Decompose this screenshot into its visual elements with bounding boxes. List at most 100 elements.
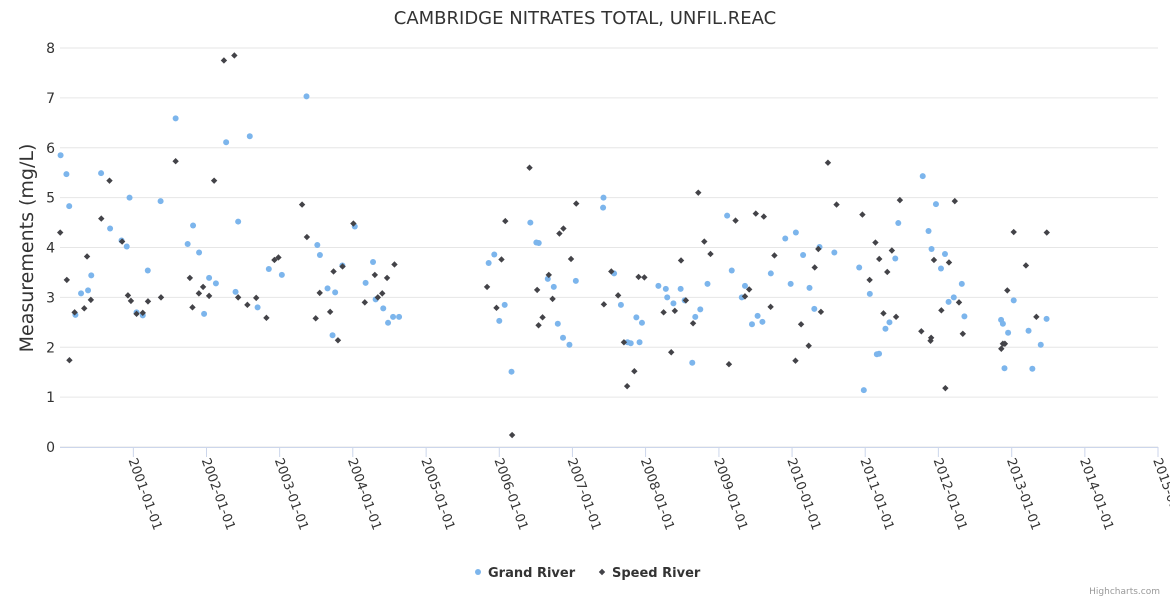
- grand-river-point[interactable]: [895, 220, 902, 227]
- speed-river-point[interactable]: [83, 253, 91, 260]
- grand-river-point[interactable]: [123, 243, 130, 250]
- speed-river-point[interactable]: [220, 57, 228, 64]
- speed-river-point[interactable]: [880, 310, 887, 317]
- grand-river-point[interactable]: [485, 259, 492, 266]
- speed-river-point[interactable]: [483, 283, 491, 291]
- grand-river-point[interactable]: [882, 325, 889, 332]
- grand-river-point[interactable]: [860, 387, 867, 394]
- speed-river-point[interactable]: [526, 164, 533, 171]
- speed-river-point[interactable]: [383, 274, 391, 282]
- grand-river-point[interactable]: [806, 284, 813, 291]
- speed-river-point[interactable]: [741, 293, 749, 300]
- grand-river-point[interactable]: [535, 240, 542, 247]
- grand-river-point[interactable]: [246, 133, 253, 140]
- speed-river-point[interactable]: [326, 308, 334, 316]
- speed-river-point[interactable]: [556, 230, 563, 237]
- grand-river-point[interactable]: [212, 280, 219, 287]
- speed-river-point[interactable]: [824, 159, 832, 166]
- speed-river-point[interactable]: [252, 294, 260, 302]
- grand-river-point[interactable]: [57, 152, 64, 159]
- grand-river-point[interactable]: [689, 359, 696, 366]
- grand-river-point[interactable]: [88, 272, 95, 279]
- grand-river-point[interactable]: [232, 288, 239, 295]
- speed-river-point[interactable]: [567, 255, 575, 263]
- speed-river-point[interactable]: [303, 233, 311, 241]
- grand-river-point[interactable]: [787, 280, 794, 287]
- grand-river-point[interactable]: [172, 115, 179, 122]
- speed-river-point[interactable]: [144, 298, 152, 305]
- grand-river-point[interactable]: [856, 264, 863, 271]
- grand-river-point[interactable]: [550, 283, 557, 290]
- grand-river-point[interactable]: [278, 271, 285, 278]
- grand-river-point[interactable]: [638, 319, 645, 326]
- speed-river-point[interactable]: [271, 256, 278, 264]
- speed-river-point[interactable]: [263, 314, 270, 322]
- grand-river-point[interactable]: [704, 280, 711, 287]
- speed-river-point[interactable]: [1010, 228, 1017, 236]
- speed-river-point[interactable]: [118, 238, 126, 245]
- speed-river-point[interactable]: [172, 158, 179, 165]
- grand-river-point[interactable]: [876, 350, 883, 357]
- speed-river-point[interactable]: [1043, 229, 1050, 236]
- speed-river-point[interactable]: [361, 299, 369, 306]
- speed-river-point[interactable]: [71, 309, 78, 316]
- grand-river-point[interactable]: [800, 251, 807, 258]
- grand-river-point[interactable]: [925, 228, 932, 235]
- speed-river-point[interactable]: [1001, 340, 1009, 347]
- grand-river-point[interactable]: [945, 298, 952, 305]
- speed-river-point[interactable]: [186, 274, 194, 282]
- grand-river-point[interactable]: [748, 321, 755, 328]
- speed-river-point[interactable]: [498, 256, 505, 263]
- grand-river-point[interactable]: [314, 242, 321, 249]
- grand-river-point[interactable]: [508, 368, 515, 375]
- speed-river-point[interactable]: [1022, 262, 1030, 269]
- speed-river-point[interactable]: [918, 328, 925, 335]
- grand-river-point[interactable]: [999, 320, 1006, 327]
- grand-river-point[interactable]: [254, 304, 261, 311]
- speed-river-point[interactable]: [745, 286, 753, 293]
- speed-river-point[interactable]: [815, 245, 822, 253]
- speed-river-point[interactable]: [671, 307, 679, 315]
- grand-river-point[interactable]: [78, 290, 85, 297]
- speed-river-point[interactable]: [945, 259, 953, 266]
- grand-river-point[interactable]: [491, 251, 498, 258]
- speed-river-point[interactable]: [767, 303, 774, 311]
- grand-river-point[interactable]: [937, 265, 944, 272]
- speed-river-point[interactable]: [81, 305, 88, 312]
- speed-river-point[interactable]: [106, 177, 113, 184]
- speed-river-point[interactable]: [623, 382, 631, 390]
- grand-river-point[interactable]: [66, 203, 73, 210]
- speed-river-point[interactable]: [951, 197, 958, 205]
- speed-river-point[interactable]: [959, 330, 967, 337]
- grand-river-point[interactable]: [527, 219, 534, 226]
- grand-river-point[interactable]: [754, 312, 761, 319]
- speed-river-point[interactable]: [139, 309, 146, 317]
- speed-river-point[interactable]: [631, 367, 638, 375]
- grand-river-point[interactable]: [886, 319, 893, 326]
- grand-river-point[interactable]: [950, 294, 957, 301]
- speed-river-point[interactable]: [817, 308, 825, 316]
- speed-river-point[interactable]: [930, 256, 938, 264]
- speed-river-point[interactable]: [127, 297, 135, 305]
- legend-item-grand-river[interactable]: Grand River: [475, 566, 576, 581]
- grand-river-point[interactable]: [741, 282, 748, 289]
- speed-river-point[interactable]: [199, 283, 207, 291]
- speed-river-point[interactable]: [641, 274, 648, 281]
- grand-river-point[interactable]: [728, 267, 735, 274]
- speed-river-point[interactable]: [234, 294, 242, 301]
- speed-river-point[interactable]: [695, 189, 702, 196]
- grand-river-point[interactable]: [98, 170, 105, 177]
- grand-river-point[interactable]: [1010, 297, 1017, 304]
- speed-river-point[interactable]: [888, 247, 896, 254]
- grand-river-point[interactable]: [692, 313, 699, 320]
- speed-river-point[interactable]: [859, 211, 866, 218]
- grand-river-point[interactable]: [265, 265, 272, 272]
- grand-river-point[interactable]: [329, 332, 336, 339]
- speed-river-point[interactable]: [998, 345, 1005, 352]
- grand-river-point[interactable]: [633, 314, 640, 321]
- grand-river-point[interactable]: [572, 277, 579, 284]
- grand-river-point[interactable]: [697, 306, 704, 313]
- grand-river-point[interactable]: [396, 313, 403, 320]
- speed-river-point[interactable]: [508, 431, 516, 439]
- speed-river-point[interactable]: [244, 301, 251, 309]
